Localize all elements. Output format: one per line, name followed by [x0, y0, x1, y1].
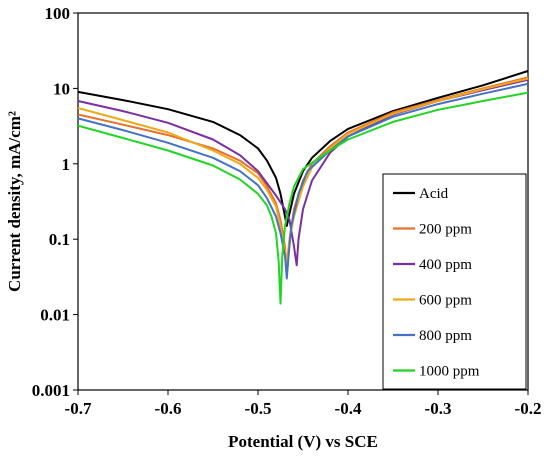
y-tick-label: 100 — [45, 4, 71, 23]
x-tick-label: -0.6 — [155, 399, 182, 418]
series-layer — [77, 70, 529, 305]
series-line-2 — [77, 78, 529, 267]
x-tick-label: -0.2 — [515, 399, 542, 418]
x-tick-label: -0.3 — [425, 399, 452, 418]
y-tick-label: 10 — [53, 79, 70, 98]
y-tick-label: 1 — [62, 155, 71, 174]
plot-area — [77, 12, 529, 391]
y-axis-ticks: 0.001 0.01 0.1 1 10 100 — [32, 4, 78, 400]
x-axis-title: Potential (V) vs SCE — [228, 432, 378, 451]
x-tick-label: -0.7 — [65, 399, 92, 418]
legend-label-3: 600 ppm — [419, 293, 472, 309]
legend-label-0: Acid — [419, 186, 449, 202]
x-axis-ticks: -0.7 -0.6 -0.5 -0.4 -0.3 -0.2 — [65, 390, 542, 418]
legend: Acid 200 ppm 400 ppm 600 ppm 800 ppm 1000 ppm — [382, 173, 527, 390]
series-line-4 — [77, 82, 529, 280]
legend-label-4: 800 ppm — [419, 328, 472, 344]
series-line-5 — [77, 91, 529, 305]
y-tick-label: 0.001 — [32, 381, 70, 400]
legend-box — [382, 173, 527, 390]
y-tick-label: 0.01 — [40, 306, 70, 325]
legend-label-1: 200 ppm — [419, 222, 472, 238]
y-tick-label: 0.1 — [49, 230, 70, 249]
x-tick-label: -0.4 — [335, 399, 362, 418]
x-tick-label: -0.5 — [245, 399, 272, 418]
legend-label-5: 1000 ppm — [419, 364, 480, 380]
plot-frame — [77, 12, 529, 391]
y-axis-title: Current density, mA/cm² — [5, 111, 24, 292]
series-line-0 — [77, 70, 529, 227]
legend-label-2: 400 ppm — [419, 257, 472, 273]
series-line-3 — [77, 77, 529, 263]
